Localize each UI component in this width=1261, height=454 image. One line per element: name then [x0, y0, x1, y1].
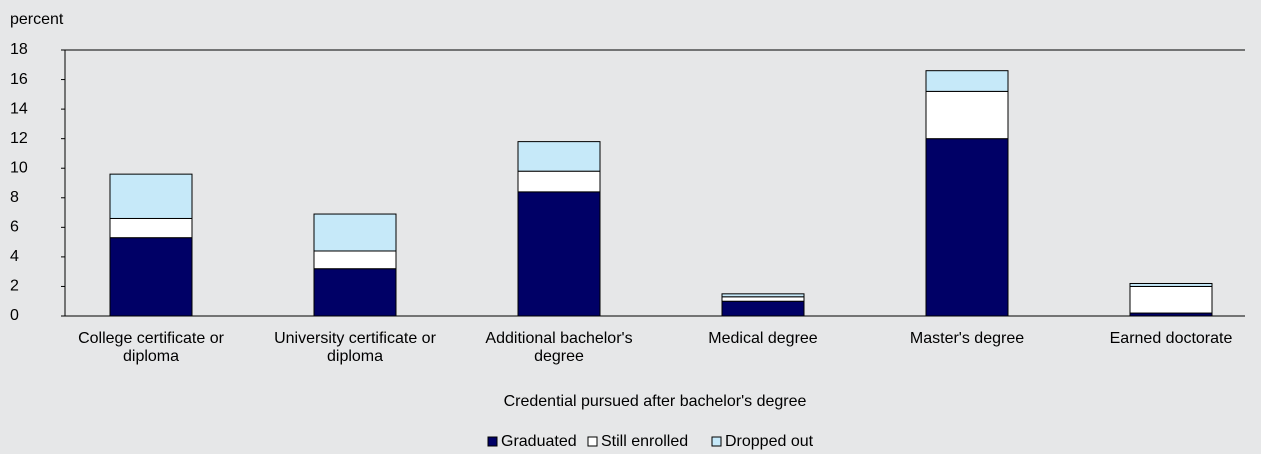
bar-segment — [313, 213, 397, 252]
legend-label: Graduated — [501, 433, 577, 450]
x-tick-label: Medical degree — [708, 330, 818, 347]
y-tick-label: 2 — [10, 278, 19, 295]
bar-segment — [721, 296, 805, 302]
bar-segment — [721, 300, 805, 317]
bar-segment — [109, 173, 193, 219]
legend-swatch — [711, 436, 722, 447]
y-tick-label: 4 — [10, 248, 19, 265]
bar-segment — [109, 237, 193, 317]
x-axis-label: Credential pursued after bachelor's degr… — [504, 393, 807, 410]
x-tick-label: Additional bachelor's degree — [485, 330, 633, 365]
x-tick-label: Master's degree — [909, 330, 1025, 347]
bar-segment — [925, 138, 1009, 317]
x-tick-label: College certificate or diploma — [78, 330, 224, 365]
bar-segment — [925, 70, 1009, 92]
legend-swatch — [487, 436, 498, 447]
legend-label: Still enrolled — [601, 433, 688, 450]
y-tick-label: 14 — [10, 100, 28, 117]
y-tick-label: 8 — [10, 189, 19, 206]
bar-segment — [517, 141, 601, 172]
y-tick-label: 10 — [10, 159, 28, 176]
legend-swatch — [587, 436, 598, 447]
bar-segment — [313, 250, 397, 270]
y-tick-label: 0 — [10, 307, 19, 324]
x-tick-label: University certificate or diploma — [274, 330, 436, 365]
bar-segment — [313, 268, 397, 317]
legend-label: Dropped out — [725, 433, 814, 450]
bar-segment — [1129, 285, 1213, 314]
x-tick-label: Earned doctorate — [1109, 330, 1233, 347]
bar-segment — [925, 90, 1009, 140]
bar-segment — [109, 217, 193, 239]
y-tick-label: 12 — [10, 130, 28, 147]
y-tick-label: 16 — [10, 71, 28, 88]
y-axis-label: percent — [10, 11, 64, 28]
bar-segment — [517, 191, 601, 317]
y-tick-label: 18 — [10, 41, 28, 58]
y-tick-label: 6 — [10, 219, 19, 236]
bar-segment — [517, 170, 601, 193]
bar-segment — [1129, 282, 1213, 287]
bar-segment — [721, 293, 805, 298]
